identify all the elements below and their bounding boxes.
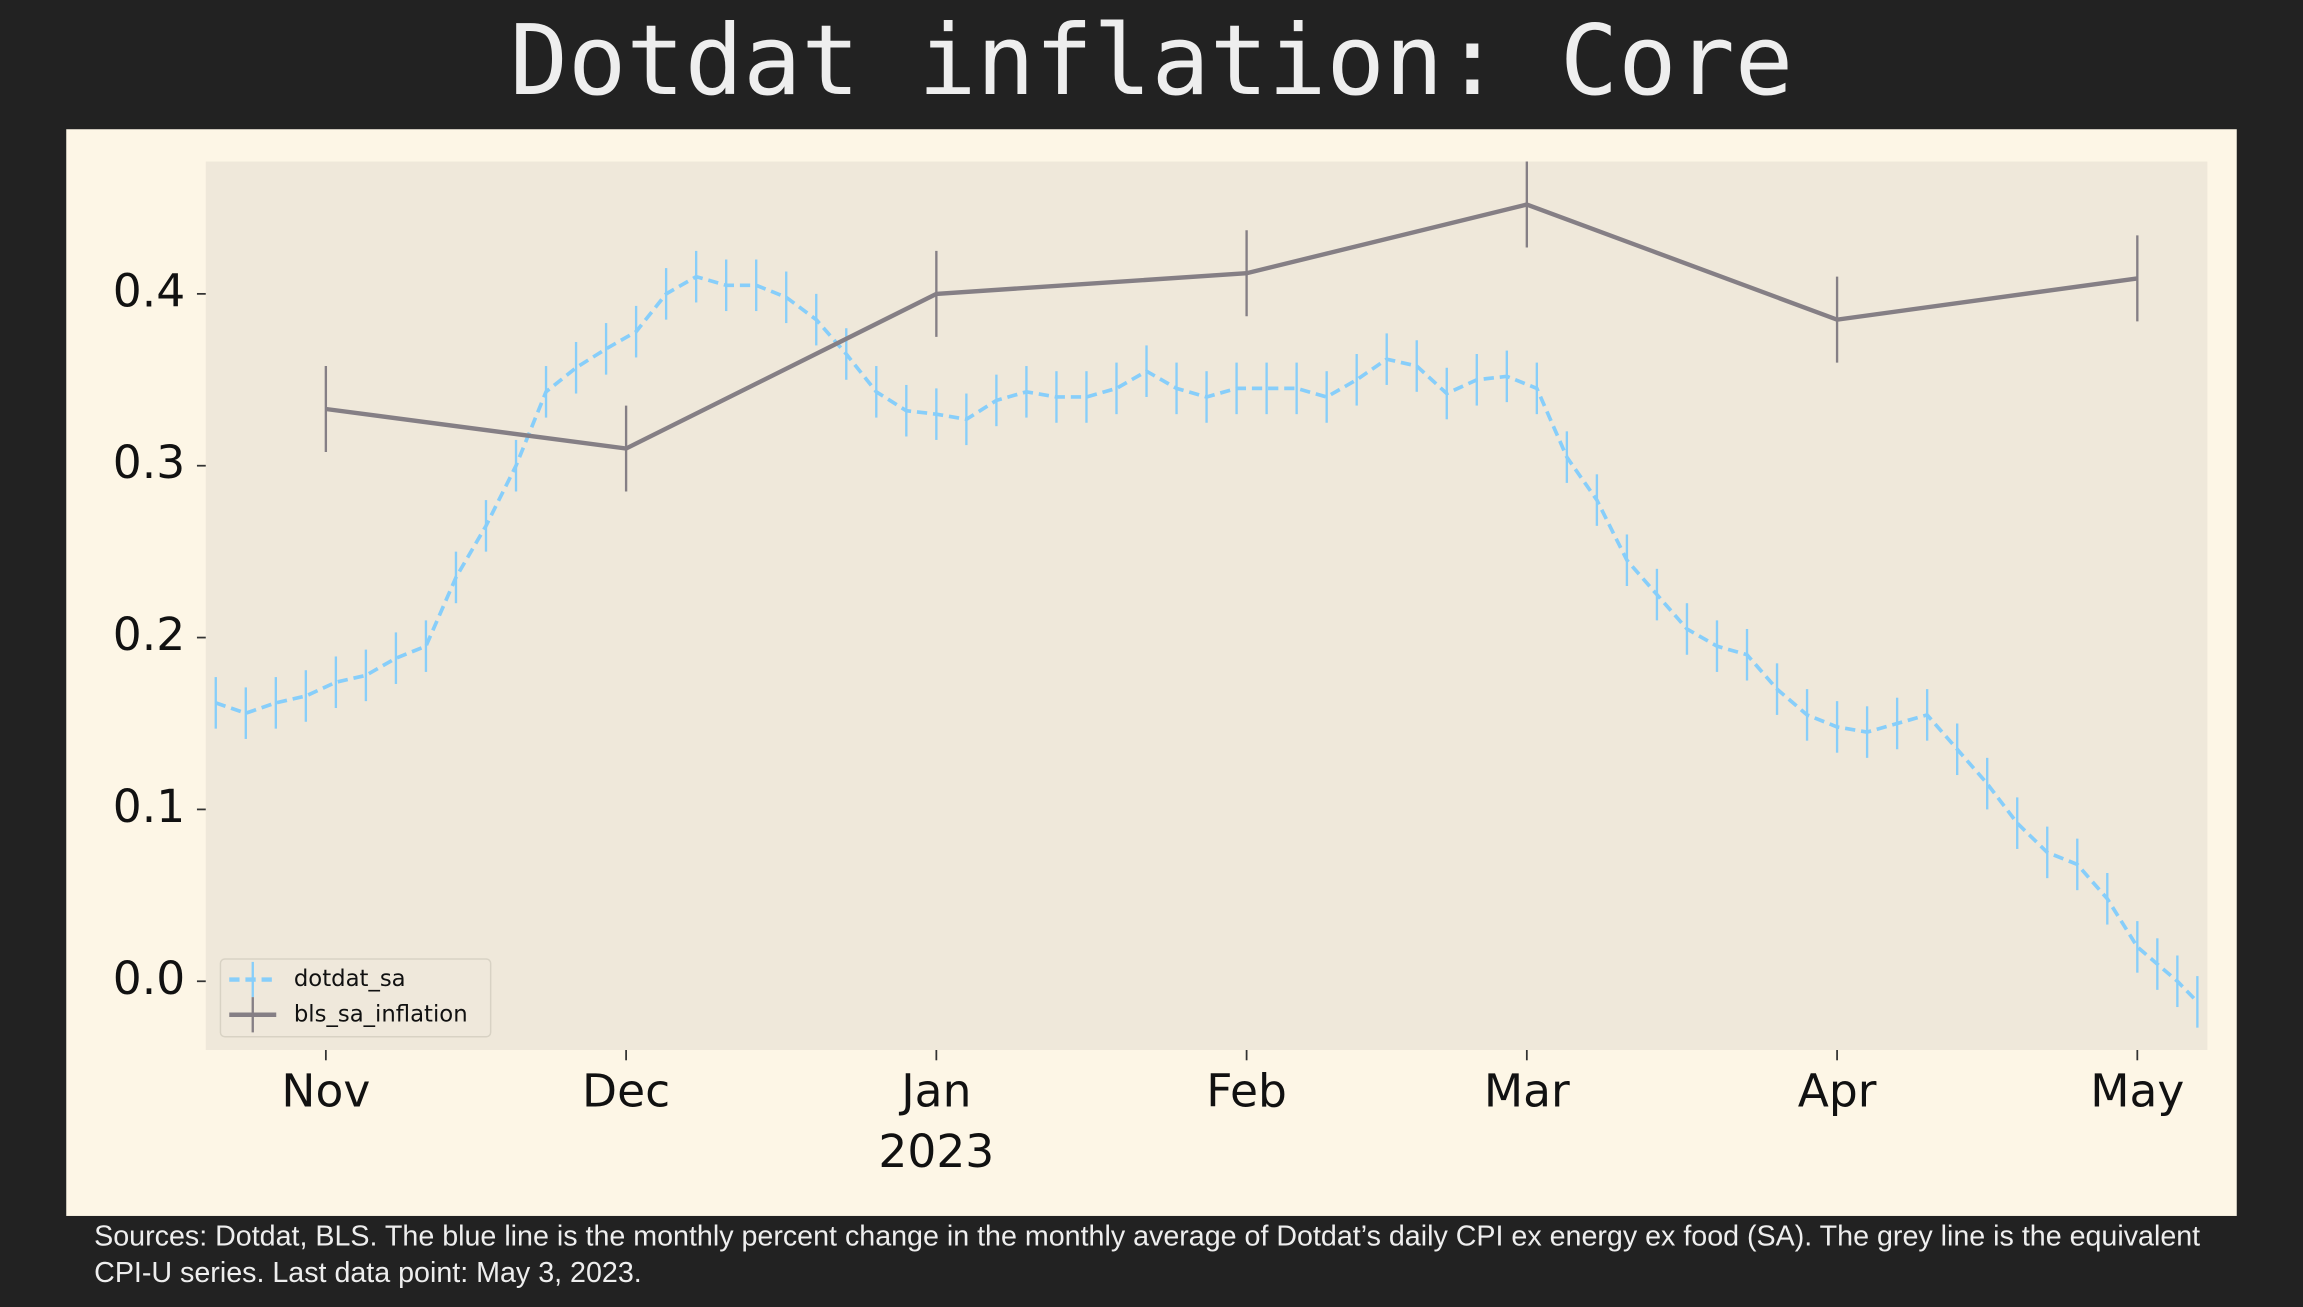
- y-tick-label: 0.3: [113, 436, 185, 489]
- legend-label: dotdat_sa: [294, 966, 406, 992]
- y-tick-label: 0.0: [113, 952, 185, 1005]
- x-tick-label: Apr: [1798, 1065, 1877, 1118]
- x-tick-label: Dec: [582, 1065, 670, 1118]
- plot-area: [205, 161, 2208, 1051]
- x-tick-label: Jan: [898, 1065, 971, 1118]
- x-tick-label: May: [2090, 1065, 2184, 1118]
- y-tick-label: 0.4: [113, 264, 185, 317]
- footnote: Sources: Dotdat, BLS. The blue line is t…: [94, 1220, 2201, 1290]
- legend-label: bls_sa_inflation: [294, 1001, 468, 1027]
- x-tick-label: Feb: [1206, 1065, 1287, 1118]
- x-tick-label: Nov: [281, 1065, 370, 1118]
- title: Dotdat inflation: Core: [510, 4, 1794, 117]
- x-tick-sublabel: 2023: [878, 1125, 994, 1178]
- legend-box: [219, 958, 492, 1038]
- x-tick-label: Mar: [1484, 1065, 1570, 1118]
- y-tick-label: 0.2: [113, 608, 185, 661]
- y-tick-label: 0.1: [113, 780, 185, 833]
- series-line: [215, 274, 2199, 1004]
- footnote-box: Sources: Dotdat, BLS. The blue line is t…: [94, 1220, 2201, 1290]
